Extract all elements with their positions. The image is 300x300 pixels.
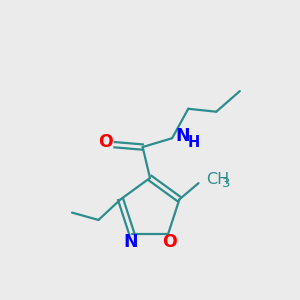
Text: O: O (162, 233, 177, 251)
Text: H: H (188, 135, 200, 150)
Text: N: N (123, 233, 138, 251)
Text: CH: CH (206, 172, 229, 187)
Text: O: O (98, 133, 113, 151)
Text: N: N (176, 128, 190, 146)
Text: 3: 3 (222, 177, 231, 190)
